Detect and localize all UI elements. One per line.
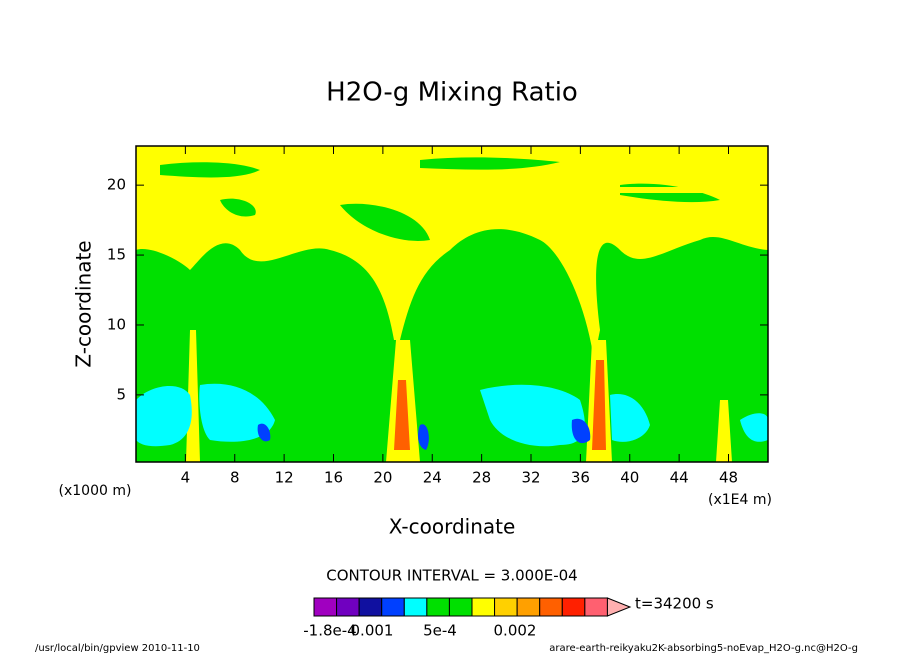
colorbar-box [494, 597, 518, 617]
x-tick-label: 16 [324, 469, 343, 487]
y-tick-label: 20 [107, 176, 126, 194]
colorbar-box [426, 597, 450, 617]
colorbar-box [381, 597, 405, 617]
x-tick-label: 8 [230, 469, 240, 487]
colorbar-box [358, 597, 383, 617]
contour-field [136, 146, 768, 462]
contour-interval: CONTOUR INTERVAL = 3.000E-04 [326, 567, 577, 585]
time-label: t=34200 s [635, 595, 714, 613]
y-axis-label: Z-coordinate [72, 240, 96, 367]
x-tick-label: 40 [620, 469, 639, 487]
colorbar-box [471, 597, 496, 617]
x-unit: (x1E4 m) [708, 492, 772, 508]
x-tick-label: 36 [571, 469, 590, 487]
x-axis-label: X-coordinate [389, 515, 516, 539]
colorbar-box [584, 597, 608, 617]
colorbar-box [516, 597, 541, 617]
colorbar-label: 0.001 [351, 622, 394, 640]
footer-right: arare-earth-reikyaku2K-absorbing5-noEvap… [549, 643, 858, 654]
colorbar-box [448, 597, 473, 617]
colorbar-label: -1.8e-4 [303, 622, 356, 640]
plot-frame [135, 145, 769, 463]
x-tick-label: 32 [521, 469, 540, 487]
x-tick-label: 24 [423, 469, 442, 487]
y-tick-label: 10 [107, 315, 126, 333]
colorbar-arrow [606, 597, 632, 617]
x-tick-label: 28 [472, 469, 491, 487]
colorbar-label: 5e-4 [423, 622, 457, 640]
y-unit: (x1000 m) [59, 483, 132, 499]
x-tick-label: 4 [181, 469, 191, 487]
x-tick-label: 12 [275, 469, 294, 487]
chart-title: H2O-g Mixing Ratio [326, 78, 578, 108]
colorbar-box [313, 597, 338, 617]
y-tick-label: 15 [107, 246, 126, 264]
x-tick-label: 48 [719, 469, 738, 487]
colorbar-label: 0.002 [494, 622, 537, 640]
colorbar-box [539, 597, 563, 617]
footer-left: /usr/local/bin/gpview 2010-11-10 [35, 643, 200, 654]
x-tick-label: 20 [373, 469, 392, 487]
colorbar-box [403, 597, 428, 617]
colorbar-box [336, 597, 360, 617]
y-tick-label: 5 [116, 385, 126, 403]
x-tick-label: 44 [670, 469, 689, 487]
colorbar-box [561, 597, 586, 617]
